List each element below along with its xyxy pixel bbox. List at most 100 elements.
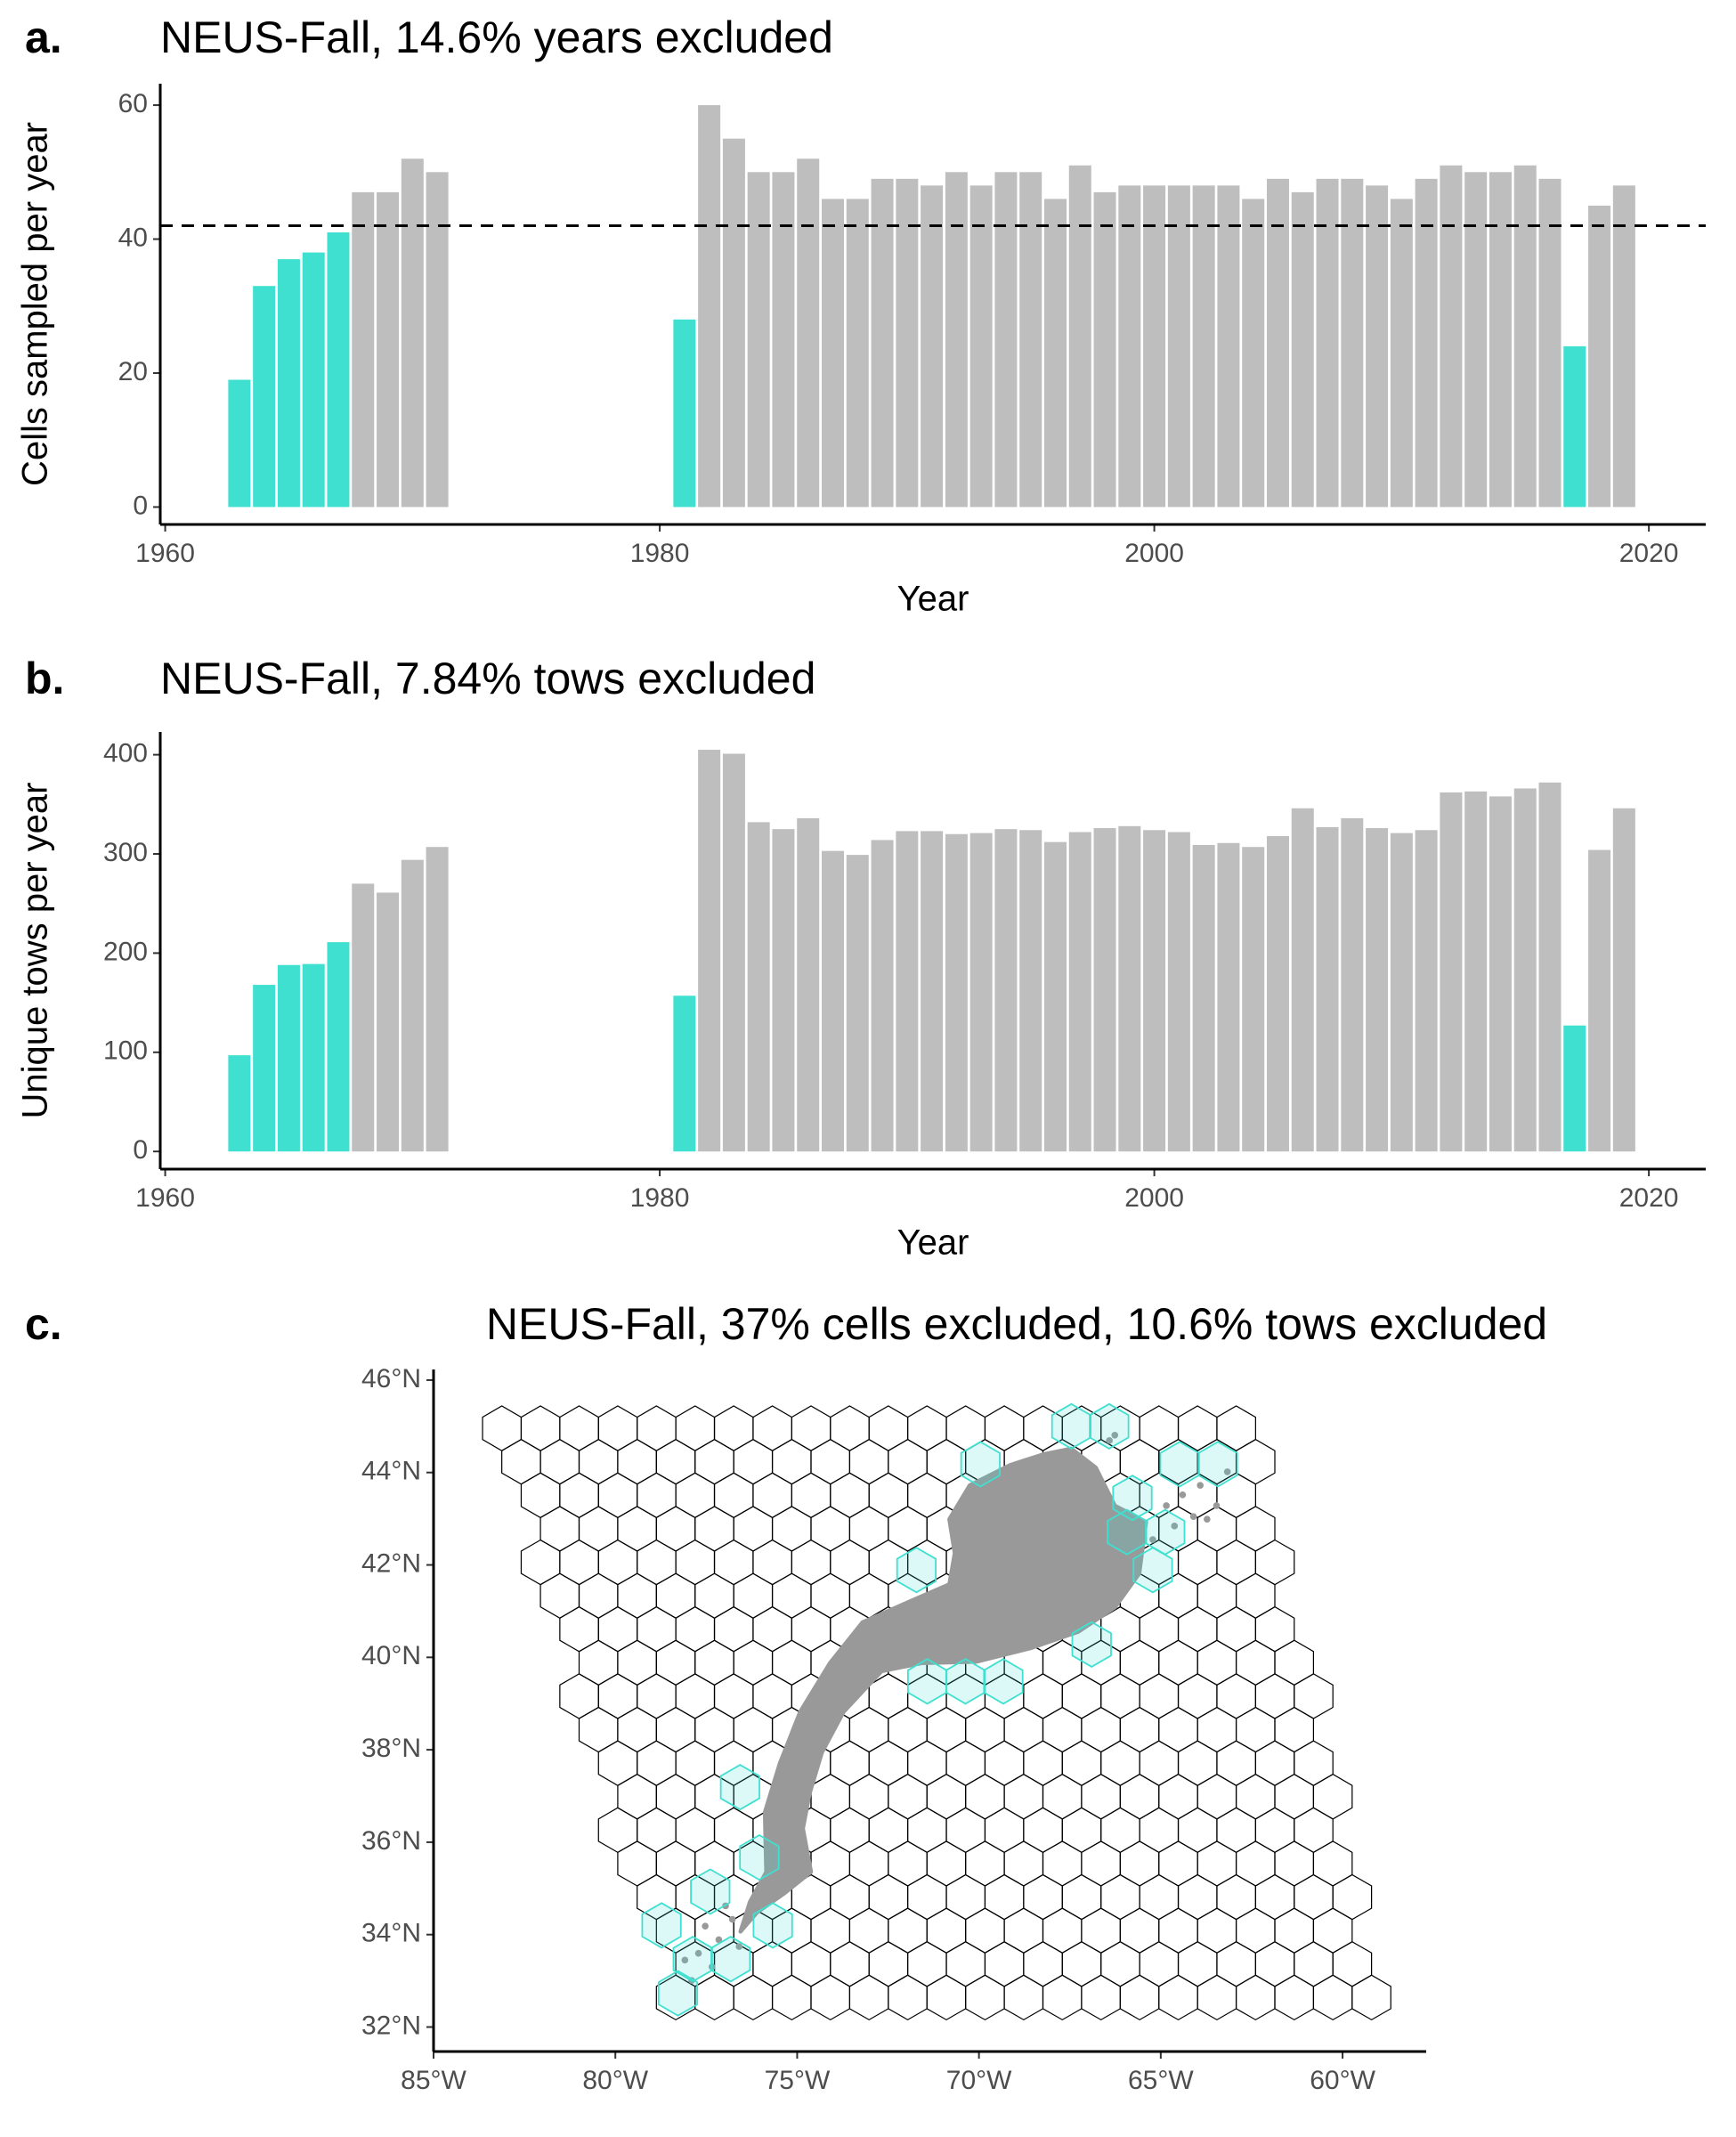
hex-cell xyxy=(1100,1873,1140,1921)
bar xyxy=(969,185,993,508)
bar xyxy=(1118,825,1141,1152)
bar xyxy=(797,158,820,508)
hex-cell xyxy=(984,1941,1025,1987)
hex-cell xyxy=(1003,1773,1044,1820)
hex-cell xyxy=(637,1539,677,1586)
hex-cell xyxy=(1294,1740,1334,1786)
bar xyxy=(277,964,300,1152)
hex-cell xyxy=(1254,1673,1295,1719)
panel-label: a. xyxy=(25,12,62,62)
hex-cell xyxy=(830,1941,870,1987)
hex-cell xyxy=(1332,1873,1373,1921)
y-tick-label: 34°N xyxy=(361,1919,421,1948)
hex-cell xyxy=(945,1941,986,1987)
hex-cell xyxy=(945,1740,986,1786)
hex-cell xyxy=(1081,1706,1121,1753)
hex-cell xyxy=(694,1438,734,1485)
hex-cell xyxy=(1061,1807,1102,1854)
hex-cell xyxy=(888,1438,928,1485)
hex-cell xyxy=(888,1840,928,1887)
hex-cell xyxy=(1042,1773,1083,1820)
hex-cell xyxy=(1061,1673,1102,1719)
hex-cell xyxy=(868,1941,909,1987)
excluded-cell xyxy=(739,1833,780,1881)
hex-cell xyxy=(597,1472,638,1519)
bar xyxy=(253,985,276,1152)
bar xyxy=(822,199,845,508)
bar xyxy=(377,191,400,508)
hex-cell xyxy=(984,1807,1025,1854)
chart-title: NEUS-Fall, 14.6% years excluded xyxy=(160,12,833,62)
bar xyxy=(1167,185,1190,508)
hex-cell xyxy=(771,1572,812,1619)
hex-cell xyxy=(539,1572,580,1619)
hex-cell xyxy=(907,1405,947,1451)
hex-cell xyxy=(733,1974,774,2021)
hex-cell xyxy=(926,1773,967,1820)
hex-cell xyxy=(1119,1974,1160,2021)
hex-cell xyxy=(1081,1974,1121,2021)
hex-cell xyxy=(945,1807,986,1854)
hex-cell xyxy=(617,1506,657,1552)
bar xyxy=(1341,817,1364,1152)
hex-cell xyxy=(1294,1873,1334,1921)
hex-cell xyxy=(694,1639,734,1686)
bar xyxy=(1093,828,1116,1152)
hex-cell xyxy=(1003,1706,1044,1753)
hex-cell xyxy=(1274,1639,1315,1686)
hex-cell xyxy=(1254,1740,1295,1786)
hex-cell xyxy=(830,1539,870,1586)
bar xyxy=(1563,1025,1586,1152)
hex-cell xyxy=(617,1773,657,1820)
hex-cell xyxy=(926,1974,967,2021)
bar xyxy=(426,847,449,1152)
hex-cell xyxy=(655,1773,696,1820)
y-tick-label: 40 xyxy=(118,223,148,252)
bar xyxy=(722,138,745,508)
hex-cell xyxy=(752,1941,792,1987)
hex-cell xyxy=(675,1405,716,1451)
excluded-cell xyxy=(657,1970,699,2017)
bar xyxy=(1291,191,1314,508)
hex-cell xyxy=(655,1572,696,1619)
bar xyxy=(871,840,894,1152)
bar xyxy=(673,995,696,1152)
hex-cell xyxy=(1158,1840,1198,1887)
hex-cell xyxy=(1081,1840,1121,1887)
bar xyxy=(1118,185,1141,508)
hex-cell xyxy=(868,1807,909,1854)
bar xyxy=(1366,185,1389,508)
hex-cell xyxy=(907,1941,947,1987)
bar xyxy=(1217,842,1240,1152)
hex-cell xyxy=(1216,1873,1256,1921)
hex-cell xyxy=(578,1506,619,1552)
hex-cell xyxy=(1177,1807,1218,1854)
hex-cell xyxy=(1158,1974,1198,2021)
hex-cell xyxy=(771,1639,812,1686)
bar xyxy=(1513,788,1537,1152)
hex-cell xyxy=(617,1706,657,1753)
bar xyxy=(747,822,770,1152)
hex-cell xyxy=(713,1539,754,1586)
hex-cell xyxy=(559,1605,599,1653)
hex-cell xyxy=(848,1974,889,2021)
bar xyxy=(327,942,350,1152)
hex-cell xyxy=(1235,1438,1276,1485)
hex-cell xyxy=(810,1840,851,1887)
bar xyxy=(1242,847,1265,1152)
hex-cell xyxy=(791,1941,831,1987)
bar xyxy=(1341,178,1364,508)
hex-cell xyxy=(578,1706,619,1753)
hex-cell xyxy=(1235,1773,1276,1820)
hex-cell xyxy=(637,1673,677,1719)
bar xyxy=(401,158,424,508)
excluded-cell xyxy=(719,1764,760,1811)
hex-cell xyxy=(1351,1974,1391,2021)
hex-cell xyxy=(1312,1974,1353,2021)
hex-cell xyxy=(1139,1873,1180,1921)
hex-cell xyxy=(848,1706,889,1753)
hex-cell xyxy=(1312,1840,1353,1887)
tow-cloud xyxy=(738,1446,1148,1934)
chart-title: NEUS-Fall, 37% cells excluded, 10.6% tow… xyxy=(486,1299,1547,1349)
